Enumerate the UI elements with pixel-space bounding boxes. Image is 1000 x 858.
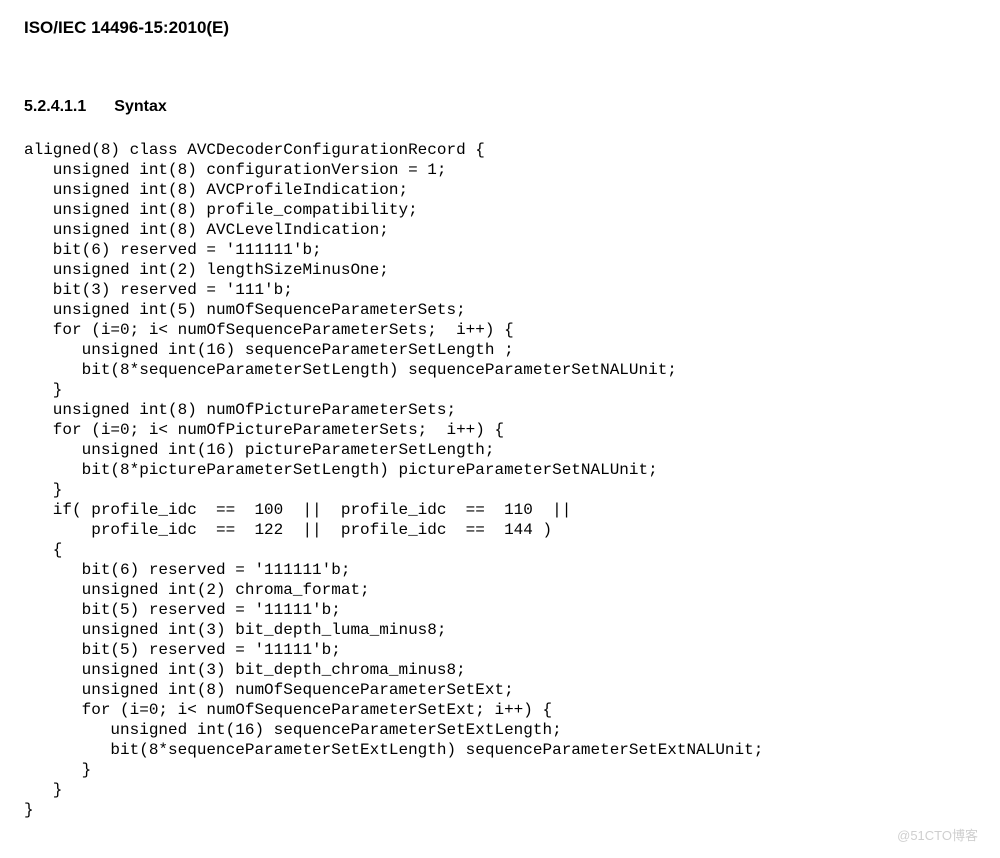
- document-standard-id: ISO/IEC 14496-15:2010(E): [24, 18, 976, 38]
- syntax-code-block: aligned(8) class AVCDecoderConfiguration…: [24, 140, 976, 820]
- section-heading: 5.2.4.1.1 Syntax: [24, 98, 976, 116]
- section-number: 5.2.4.1.1: [24, 98, 86, 115]
- watermark-text: @51CTO博客: [897, 825, 978, 844]
- section-title-text: Syntax: [114, 98, 166, 115]
